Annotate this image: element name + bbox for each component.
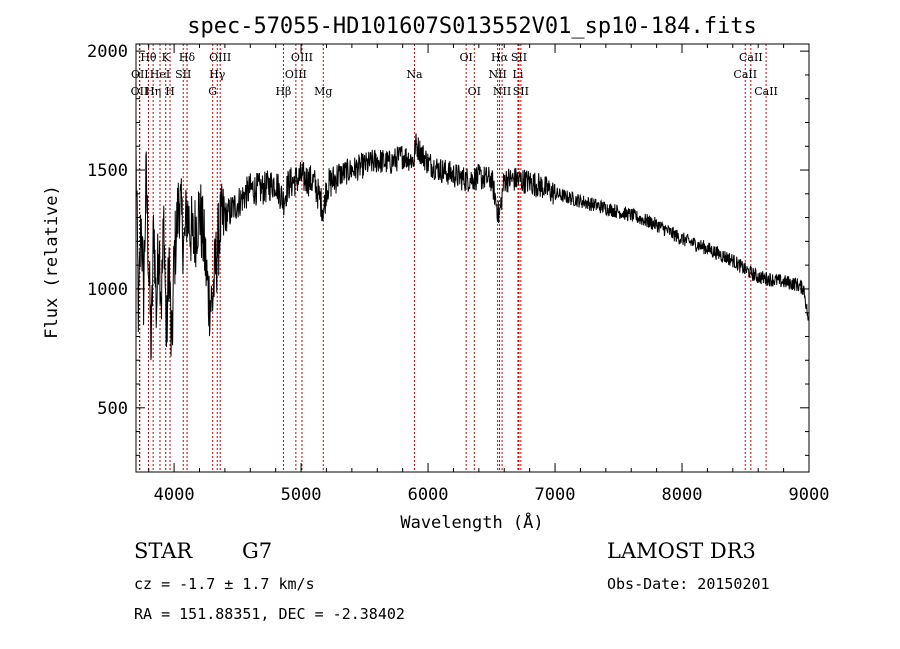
spectral-line-label: Mg [314, 85, 332, 98]
spectral-line-label: Hα [491, 51, 509, 64]
spectral-line-label: SII [513, 85, 529, 98]
spectral-line-labels: OIIHθOIIHηHeIKHSIIHδGHγOIIIHβOIIIOIIIMgN… [131, 51, 778, 98]
spectral-line-label: NII [488, 68, 506, 81]
redshift-readout: cz = -1.7 ± 1.7 km/s [134, 575, 315, 593]
y-tick-label: 1000 [87, 280, 128, 300]
x-tick-label: 6000 [408, 485, 449, 505]
y-tick-label: 2000 [87, 42, 128, 62]
spectral-line-label: NII [493, 85, 511, 98]
chart-title: spec-57055-HD101607S013552V01_sp10-184.f… [187, 14, 757, 39]
spectral-line-label: OI [468, 85, 481, 98]
spectral-line-label: CaII [754, 85, 778, 98]
spectral-line-label: OII [131, 85, 149, 98]
spectral-line-label: OIII [291, 51, 313, 64]
spectral-line-label: SII [511, 51, 527, 64]
x-tick-label: 5000 [281, 485, 322, 505]
y-axis-ticks: 500 1000 1500 2000 [87, 42, 809, 456]
spectral-line-label: CaII [739, 51, 763, 64]
spectral-line-label: Hθ [140, 51, 157, 64]
y-tick-label: 500 [97, 399, 128, 419]
spectral-line-label: G [208, 85, 217, 98]
spectral-line-label: K [162, 51, 171, 64]
spectral-line-label: Hγ [209, 68, 226, 81]
spectral-line-label: SII [175, 68, 191, 81]
x-tick-label: 4000 [154, 485, 195, 505]
spectral-line-label: OI [459, 51, 472, 64]
survey-name: LAMOST DR3 [607, 539, 756, 563]
spectral-line-label: Hβ [275, 85, 291, 98]
x-tick-label: 8000 [662, 485, 703, 505]
observation-date: Obs-Date: 20150201 [607, 575, 770, 593]
y-tick-label: 1500 [87, 161, 128, 181]
spectral-line-label: H [165, 85, 175, 98]
spectral-line-label: Hδ [179, 51, 196, 64]
spectral-line-label: OIII [209, 51, 231, 64]
spectral-line-label: OIII [285, 68, 307, 81]
spectral-line-label: HeI [150, 68, 170, 81]
plot-frame [135, 43, 810, 473]
spectrum-series-line [135, 133, 810, 361]
object-class: STAR [134, 539, 193, 563]
coordinates-readout: RA = 151.88351, DEC = -2.38402 [134, 605, 405, 623]
spectral-line-label: Na [406, 68, 423, 81]
spectral-line-label: Li [513, 68, 524, 81]
spectral-line-label: Hη [145, 85, 161, 98]
spectral-line-markers [138, 44, 767, 472]
object-subclass: G7 [242, 539, 272, 563]
x-tick-label: 7000 [535, 485, 576, 505]
x-axis-label: Wavelength (Å) [400, 511, 543, 533]
x-axis-ticks: 4000 5000 6000 7000 8000 9000 [148, 44, 830, 505]
x-tick-label: 9000 [789, 485, 830, 505]
y-axis-label: Flux (relative) [42, 185, 62, 339]
spectral-line-label: CaII [733, 68, 757, 81]
